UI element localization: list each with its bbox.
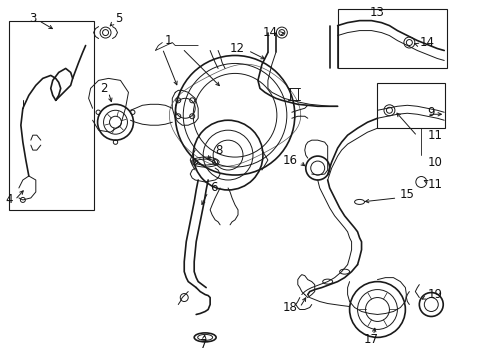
Text: 18: 18: [283, 301, 298, 314]
Bar: [9, 21, 94, 210]
Text: 4: 4: [5, 193, 12, 206]
Text: 10: 10: [427, 156, 442, 168]
Text: 9: 9: [427, 106, 435, 119]
Text: 15: 15: [399, 188, 414, 202]
Text: 14: 14: [263, 26, 278, 39]
Text: 2: 2: [100, 82, 108, 95]
Text: 3: 3: [29, 12, 36, 25]
Text: 7: 7: [200, 338, 208, 351]
Text: 14: 14: [419, 36, 434, 49]
Text: 16: 16: [283, 154, 298, 167]
Text: 17: 17: [364, 333, 379, 346]
Text: 1: 1: [165, 34, 172, 47]
Text: 13: 13: [369, 6, 384, 19]
Bar: [377, 84, 445, 128]
Text: 11: 11: [427, 129, 442, 142]
Text: 6: 6: [210, 181, 218, 194]
Text: 12: 12: [230, 42, 245, 55]
Text: 5: 5: [116, 12, 123, 25]
Text: 8: 8: [215, 144, 222, 157]
Bar: [338, 9, 447, 68]
Text: 19: 19: [427, 288, 442, 301]
Text: 11: 11: [427, 179, 442, 192]
